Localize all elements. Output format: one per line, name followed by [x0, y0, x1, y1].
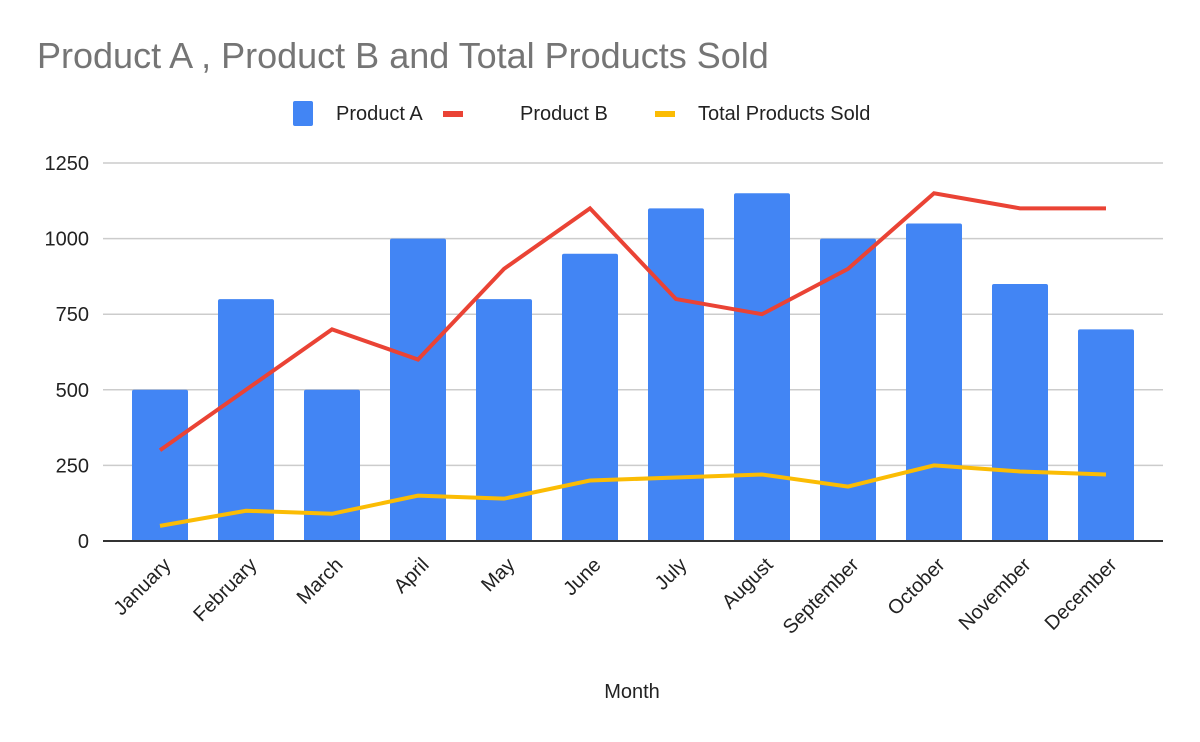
bar-product-a	[476, 299, 532, 541]
legend-label-product-b: Product B	[520, 103, 608, 125]
x-tick-label: May	[477, 554, 519, 596]
x-tick-label: November	[955, 554, 1036, 635]
x-tick-label: October	[884, 554, 950, 620]
y-tick-label: 500	[56, 380, 89, 402]
x-tick-label: April	[390, 554, 434, 598]
legend-swatch-product-a	[293, 101, 313, 126]
x-tick-label: July	[651, 554, 692, 595]
legend: Product A Product B Total Products Sold	[293, 101, 870, 126]
y-tick-label: 1000	[45, 229, 90, 251]
bar-product-a	[734, 193, 790, 542]
y-axis-ticks: 0 250 500 750 1000 1250	[45, 153, 90, 553]
legend-swatch-total	[655, 111, 675, 117]
x-tick-label: August	[718, 554, 778, 614]
legend-label-product-a: Product A	[336, 103, 423, 125]
bar-product-a	[648, 208, 704, 542]
legend-label-total: Total Products Sold	[698, 103, 870, 125]
x-tick-label: June	[559, 554, 605, 600]
bars-product-a	[132, 193, 1134, 542]
bar-product-a	[906, 223, 962, 542]
legend-swatch-product-b	[443, 111, 463, 117]
bar-product-a	[992, 283, 1048, 541]
bar-product-a	[820, 238, 876, 541]
x-tick-label: December	[1041, 554, 1122, 635]
bar-product-a	[562, 253, 618, 541]
x-tick-label: September	[779, 554, 864, 639]
line-series	[158, 191, 1107, 528]
y-tick-label: 0	[78, 531, 89, 553]
bar-product-a	[1078, 329, 1134, 541]
line-total-products-sold	[159, 463, 1107, 528]
gridlines	[103, 162, 1163, 467]
x-axis-title: Month	[604, 681, 660, 703]
bar-product-a	[218, 299, 274, 541]
chart-title: Product A , Product B and Total Products…	[37, 35, 769, 76]
x-tick-label: January	[110, 554, 176, 620]
line-product-b	[158, 191, 1106, 452]
x-tick-label: February	[189, 554, 261, 626]
y-tick-label: 750	[56, 304, 89, 326]
y-tick-label: 250	[56, 455, 89, 477]
x-tick-label: March	[293, 554, 348, 609]
bar-product-a	[304, 389, 360, 541]
y-tick-label: 1250	[45, 153, 90, 175]
bar-product-a	[132, 389, 188, 541]
x-axis-ticks: January February March April May June July Augu…	[110, 554, 1122, 639]
bar-product-a	[390, 238, 446, 541]
